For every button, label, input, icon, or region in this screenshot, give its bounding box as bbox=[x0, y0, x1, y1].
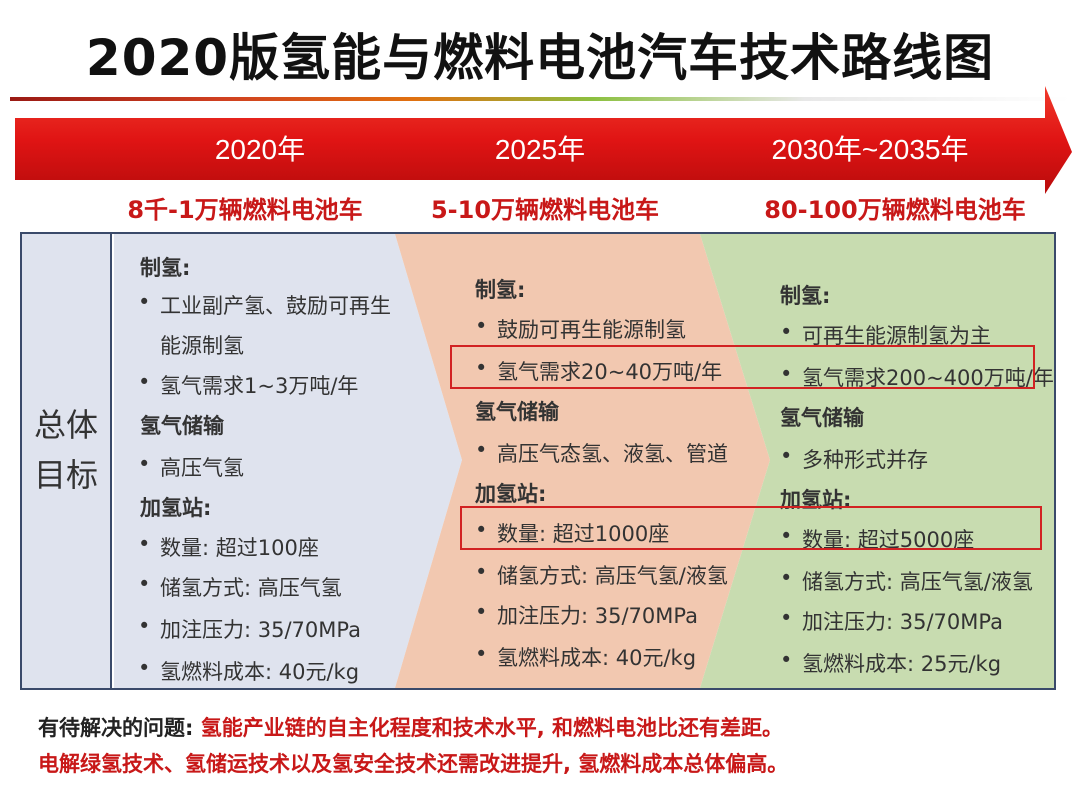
bullet: 数量: 超过1000座 bbox=[475, 518, 669, 548]
vehicles-2020: 8千-1万辆燃料电池车 bbox=[127, 196, 363, 224]
bullet: 氢燃料成本: 25元/kg bbox=[780, 648, 1001, 678]
bullet: 高压气氢 bbox=[138, 452, 244, 482]
side-column bbox=[20, 232, 112, 690]
heading-storage: 氢气储输 bbox=[475, 400, 559, 424]
bullet: 氢气需求1~3万吨/年 bbox=[138, 370, 358, 400]
bullet: 可再生能源制氢为主 bbox=[780, 320, 991, 350]
heading-station: 加氢站: bbox=[780, 488, 852, 512]
problem-lead: 有待解决的问题: bbox=[38, 716, 201, 740]
bullet: 多种形式并存 bbox=[780, 444, 928, 474]
vehicles-2025: 5-10万辆燃料电池车 bbox=[430, 196, 660, 224]
problem-text-1: 氢能产业链的自主化程度和技术水平, 和燃料电池比还有差距。 bbox=[200, 716, 784, 740]
highlight-hydrogen-demand bbox=[450, 345, 1035, 389]
timeline-arrow bbox=[15, 86, 1072, 194]
bullet: 储氢方式: 高压气氢/液氢 bbox=[780, 566, 1033, 596]
bullet: 加注压力: 35/70MPa bbox=[138, 614, 361, 644]
heading-storage: 氢气储输 bbox=[780, 406, 864, 430]
bullet-continuation: 能源制氢 bbox=[160, 334, 244, 358]
heading-station: 加氢站: bbox=[140, 496, 212, 520]
bullet: 储氢方式: 高压气氢/液氢 bbox=[475, 560, 728, 590]
page-title: 2020版氢能与燃料电池汽车技术路线图 bbox=[85, 29, 995, 87]
problem-line-2: 电解绿氢技术、氢储运技术以及氢安全技术还需改进提升, 氢燃料成本总体偏高。 bbox=[38, 752, 789, 776]
bullet: 鼓励可再生能源制氢 bbox=[475, 314, 686, 344]
heading-production: 制氢: bbox=[140, 256, 191, 280]
bullet: 氢气需求20~40万吨/年 bbox=[475, 356, 722, 386]
heading-storage: 氢气储输 bbox=[140, 414, 224, 438]
side-label: 总体 目标 bbox=[22, 400, 110, 500]
bullet: 高压气态氢、液氢、管道 bbox=[475, 438, 728, 468]
year-2020: 2020年 bbox=[214, 134, 306, 165]
bullet: 储氢方式: 高压气氢 bbox=[138, 572, 342, 602]
bullet: 加注压力: 35/70MPa bbox=[475, 600, 698, 630]
bullet: 数量: 超过100座 bbox=[138, 532, 319, 562]
bullet: 工业副产氢、鼓励可再生 bbox=[138, 290, 391, 320]
bullet: 氢燃料成本: 40元/kg bbox=[475, 642, 696, 672]
bullet: 氢气需求200~400万吨/年 bbox=[780, 362, 1054, 392]
problem-line-1: 有待解决的问题: 氢能产业链的自主化程度和技术水平, 和燃料电池比还有差距。 bbox=[38, 712, 783, 742]
bullet: 氢燃料成本: 40元/kg bbox=[138, 656, 359, 686]
bullet: 加注压力: 35/70MPa bbox=[780, 606, 1003, 636]
year-2030-2035: 2030年~2035年 bbox=[771, 134, 969, 165]
title-underline bbox=[10, 97, 1070, 101]
heading-station: 加氢站: bbox=[475, 482, 547, 506]
side-label-line1: 总体 bbox=[33, 406, 98, 444]
year-2025: 2025年 bbox=[494, 134, 586, 165]
heading-production: 制氢: bbox=[475, 278, 526, 302]
side-label-line2: 目标 bbox=[33, 456, 98, 494]
vehicles-2030: 80-100万辆燃料电池车 bbox=[764, 196, 1026, 224]
highlight-station-count bbox=[460, 506, 1042, 550]
heading-production: 制氢: bbox=[780, 284, 831, 308]
